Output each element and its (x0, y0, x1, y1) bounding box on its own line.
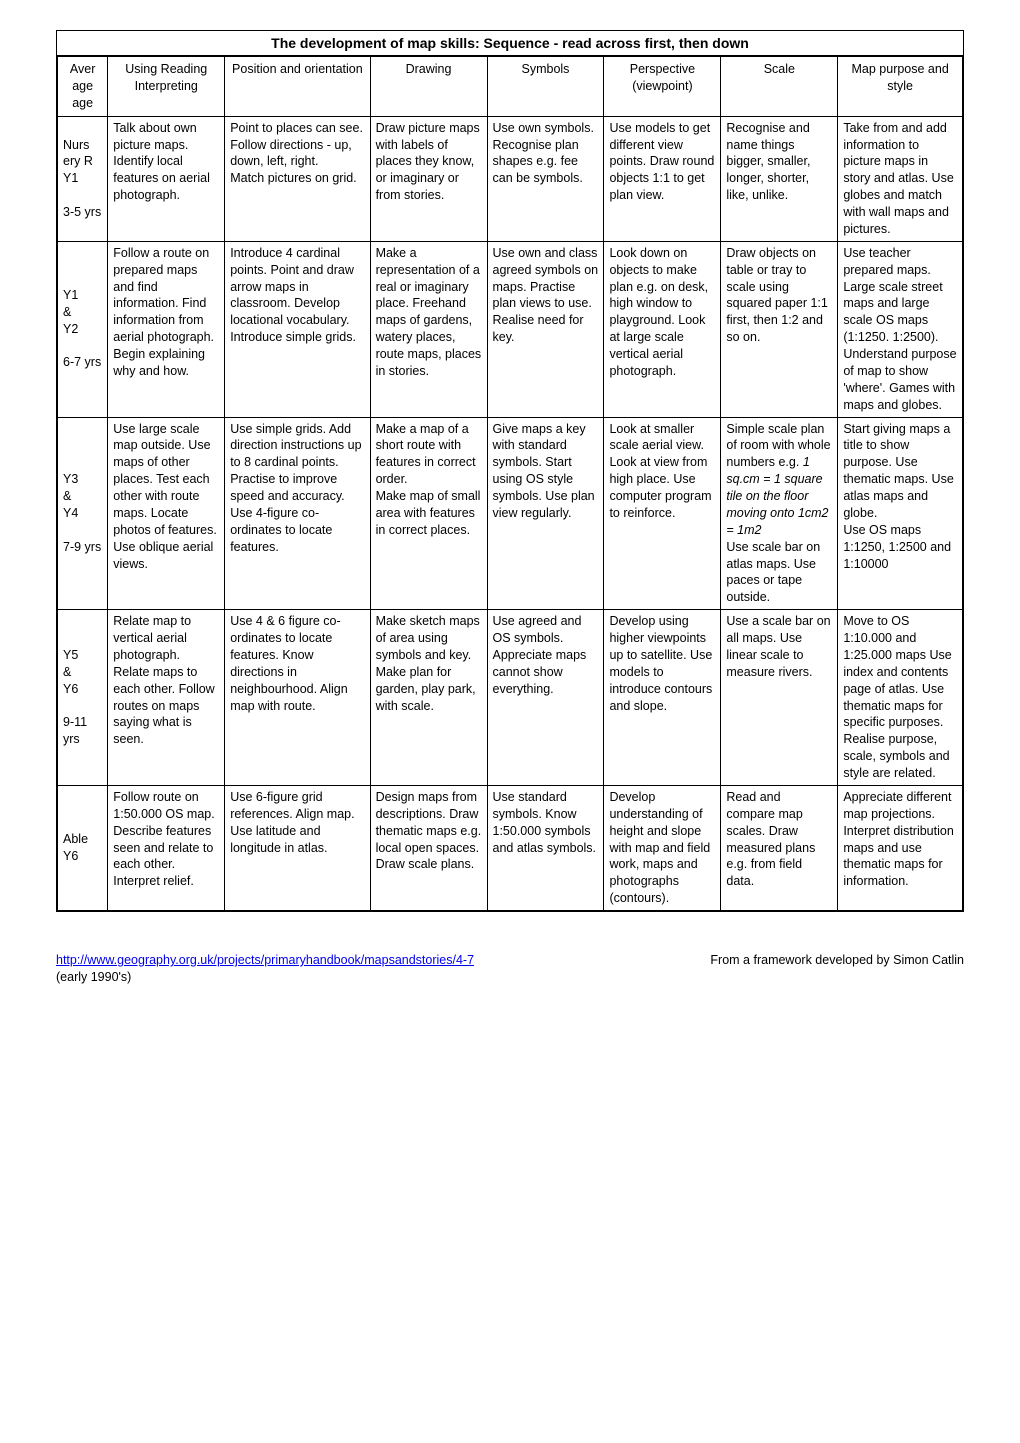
table-cell: Draw picture maps with labels of places … (370, 116, 487, 241)
table-cell: Develop using higher viewpoints up to sa… (604, 610, 721, 786)
table-row: Y1&Y26-7 yrsFollow a route on prepared m… (58, 241, 963, 417)
table-cell: Relate map to vertical aerial photograph… (108, 610, 225, 786)
table-cell: Use simple grids. Add direction instruct… (225, 417, 370, 610)
map-skills-table: The development of map skills: Sequence … (56, 30, 964, 912)
table-cell: Use teacher prepared maps. Large scale s… (838, 241, 963, 417)
table-cell: Use large scale map outside. Use maps of… (108, 417, 225, 610)
column-header: Aver age age (58, 57, 108, 117)
table-cell: Use 6-figure grid references. Align map.… (225, 785, 370, 910)
row-age-label: Y5&Y69-11 yrs (58, 610, 108, 786)
column-header: Perspective (viewpoint) (604, 57, 721, 117)
table-cell: Use models to get different view points.… (604, 116, 721, 241)
table-cell: Recognise and name things bigger, smalle… (721, 116, 838, 241)
table-cell: Make a representation of a real or imagi… (370, 241, 487, 417)
table-cell: Use own and class agreed symbols on maps… (487, 241, 604, 417)
table-cell: Follow route on 1:50.000 OS map. Describ… (108, 785, 225, 910)
table-cell: Design maps from descriptions. Draw them… (370, 785, 487, 910)
table-cell: Use 4 & 6 figure co-ordinates to locate … (225, 610, 370, 786)
row-age-label: Nurs ery RY13-5 yrs (58, 116, 108, 241)
table-row: Able Y6Follow route on 1:50.000 OS map. … (58, 785, 963, 910)
footer: http://www.geography.org.uk/projects/pri… (56, 952, 964, 986)
table-cell: Start giving maps a title to show purpos… (838, 417, 963, 610)
table-title: The development of map skills: Sequence … (57, 31, 963, 56)
column-header: Map purpose and style (838, 57, 963, 117)
column-header: Drawing (370, 57, 487, 117)
table-cell: Read and compare map scales. Draw measur… (721, 785, 838, 910)
table-cell: Talk about own picture maps. Identify lo… (108, 116, 225, 241)
table-row: Nurs ery RY13-5 yrsTalk about own pictur… (58, 116, 963, 241)
table-cell: Use own symbols. Recognise plan shapes e… (487, 116, 604, 241)
table-cell: Move to OS 1:10.000 and 1:25.000 maps Us… (838, 610, 963, 786)
row-age-label: Y3&Y47-9 yrs (58, 417, 108, 610)
table-cell: Make sketch maps of area using symbols a… (370, 610, 487, 786)
table-cell: Make a map of a short route with feature… (370, 417, 487, 610)
table-cell: Point to places can see.Follow direction… (225, 116, 370, 241)
skills-table: Aver age ageUsing Reading InterpretingPo… (57, 56, 963, 911)
column-header: Using Reading Interpreting (108, 57, 225, 117)
table-cell: Use agreed and OS symbols. Appreciate ma… (487, 610, 604, 786)
row-age-label: Able Y6 (58, 785, 108, 910)
footer-date: (early 1990's) (56, 969, 964, 986)
header-row: Aver age ageUsing Reading InterpretingPo… (58, 57, 963, 117)
table-cell: Develop understanding of height and slop… (604, 785, 721, 910)
table-cell: Give maps a key with standard symbols. S… (487, 417, 604, 610)
table-cell: Use standard symbols. Know 1:50.000 symb… (487, 785, 604, 910)
table-cell: Simple scale plan of room with whole num… (721, 417, 838, 610)
table-cell: Draw objects on table or tray to scale u… (721, 241, 838, 417)
row-age-label: Y1&Y26-7 yrs (58, 241, 108, 417)
table-row: Y3&Y47-9 yrsUse large scale map outside.… (58, 417, 963, 610)
table-cell: Appreciate different map projections. In… (838, 785, 963, 910)
table-cell: Look down on objects to make plan e.g. o… (604, 241, 721, 417)
column-header: Scale (721, 57, 838, 117)
footer-credit: From a framework developed by Simon Catl… (710, 952, 964, 969)
table-row: Y5&Y69-11 yrsRelate map to vertical aeri… (58, 610, 963, 786)
table-cell: Take from and add information to picture… (838, 116, 963, 241)
table-cell: Use a scale bar on all maps. Use linear … (721, 610, 838, 786)
column-header: Symbols (487, 57, 604, 117)
footer-link[interactable]: http://www.geography.org.uk/projects/pri… (56, 952, 474, 969)
table-cell: Follow a route on prepared maps and find… (108, 241, 225, 417)
table-cell: Look at smaller scale aerial view. Look … (604, 417, 721, 610)
table-cell: Introduce 4 cardinal points. Point and d… (225, 241, 370, 417)
column-header: Position and orientation (225, 57, 370, 117)
